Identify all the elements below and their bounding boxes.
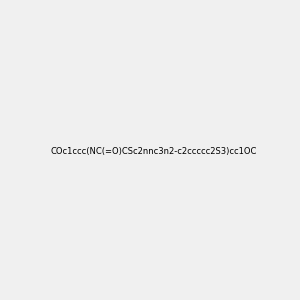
Text: COc1ccc(NC(=O)CSc2nnc3n2-c2ccccc2S3)cc1OC: COc1ccc(NC(=O)CSc2nnc3n2-c2ccccc2S3)cc1O… <box>51 147 257 156</box>
